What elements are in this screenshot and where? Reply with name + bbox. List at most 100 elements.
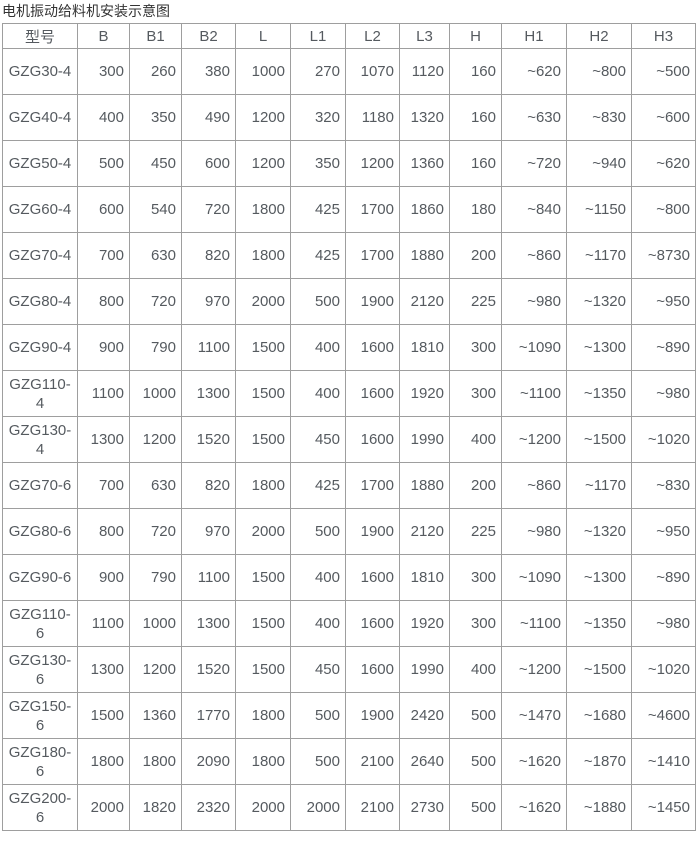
value-cell: 400 bbox=[77, 94, 130, 141]
value-cell: 1600 bbox=[345, 554, 400, 601]
value-cell: 1990 bbox=[399, 416, 450, 463]
column-header: H1 bbox=[501, 23, 567, 49]
value-cell: ~1410 bbox=[631, 738, 696, 785]
value-cell: ~860 bbox=[501, 462, 567, 509]
table-row: GZG90-4 900 790 1100 1500 400 1600 1810 300 ~1090… bbox=[2, 324, 696, 371]
value-cell: ~1500 bbox=[566, 416, 632, 463]
column-header: L2 bbox=[345, 23, 400, 49]
value-cell: 1100 bbox=[181, 554, 236, 601]
value-cell: ~1500 bbox=[566, 646, 632, 693]
header-row: 型号 B B1 B2 L L1 L2 L3 H H1 H2 H3 bbox=[2, 23, 696, 49]
value-cell: 1800 bbox=[235, 186, 291, 233]
value-cell: ~830 bbox=[631, 462, 696, 509]
model-cell: GZG70-6 bbox=[2, 462, 78, 509]
value-cell: 1880 bbox=[399, 462, 450, 509]
value-cell: 1500 bbox=[235, 370, 291, 417]
value-cell: ~1350 bbox=[566, 370, 632, 417]
table-row: GZG150-6 1500 1360 1770 1800 500 1900 2420 500 ~1… bbox=[2, 692, 696, 739]
value-cell: 160 bbox=[449, 94, 502, 141]
value-cell: 400 bbox=[290, 370, 346, 417]
value-cell: ~1200 bbox=[501, 416, 567, 463]
value-cell: 1300 bbox=[181, 600, 236, 647]
value-cell: 2420 bbox=[399, 692, 450, 739]
value-cell: 2640 bbox=[399, 738, 450, 785]
table-row: GZG130-4 1300 1200 1520 1500 450 1600 1990 400 ~1… bbox=[2, 416, 696, 463]
value-cell: 1200 bbox=[235, 94, 291, 141]
value-cell: 1000 bbox=[129, 370, 182, 417]
table-row: GZG40-4 400 350 490 1200 320 1180 1320 160 ~630 ~8… bbox=[2, 94, 696, 141]
value-cell: ~8730 bbox=[631, 232, 696, 279]
value-cell: 450 bbox=[129, 140, 182, 187]
value-cell: 630 bbox=[129, 462, 182, 509]
value-cell: ~1470 bbox=[501, 692, 567, 739]
value-cell: 1500 bbox=[235, 646, 291, 693]
value-cell: 1920 bbox=[399, 600, 450, 647]
model-cell: GZG130-6 bbox=[2, 646, 78, 693]
value-cell: 400 bbox=[290, 600, 346, 647]
value-cell: 225 bbox=[449, 278, 502, 325]
value-cell: 1360 bbox=[399, 140, 450, 187]
value-cell: 500 bbox=[290, 508, 346, 555]
value-cell: 1000 bbox=[129, 600, 182, 647]
model-cell: GZG200-6 bbox=[2, 784, 78, 831]
value-cell: 1900 bbox=[345, 278, 400, 325]
value-cell: ~830 bbox=[566, 94, 632, 141]
value-cell: 1800 bbox=[235, 232, 291, 279]
value-cell: ~1870 bbox=[566, 738, 632, 785]
value-cell: 400 bbox=[290, 554, 346, 601]
value-cell: 2120 bbox=[399, 278, 450, 325]
table-row: GZG90-6 900 790 1100 1500 400 1600 1810 300 ~1090… bbox=[2, 554, 696, 601]
value-cell: ~1020 bbox=[631, 646, 696, 693]
model-cell: GZG110-4 bbox=[2, 370, 78, 417]
value-cell: 1600 bbox=[345, 600, 400, 647]
value-cell: ~800 bbox=[566, 48, 632, 95]
model-cell: GZG80-4 bbox=[2, 278, 78, 325]
value-cell: 1500 bbox=[77, 692, 130, 739]
value-cell: 1770 bbox=[181, 692, 236, 739]
value-cell: 790 bbox=[129, 324, 182, 371]
value-cell: ~860 bbox=[501, 232, 567, 279]
value-cell: 1800 bbox=[235, 462, 291, 509]
value-cell: 350 bbox=[290, 140, 346, 187]
value-cell: 450 bbox=[290, 646, 346, 693]
value-cell: ~620 bbox=[631, 140, 696, 187]
value-cell: 900 bbox=[77, 324, 130, 371]
value-cell: 2120 bbox=[399, 508, 450, 555]
value-cell: 160 bbox=[449, 48, 502, 95]
value-cell: ~800 bbox=[631, 186, 696, 233]
value-cell: 2320 bbox=[181, 784, 236, 831]
value-cell: 1100 bbox=[77, 600, 130, 647]
value-cell: 1300 bbox=[77, 646, 130, 693]
value-cell: 300 bbox=[77, 48, 130, 95]
value-cell: ~840 bbox=[501, 186, 567, 233]
value-cell: ~940 bbox=[566, 140, 632, 187]
table-row: GZG60-4 600 540 720 1800 425 1700 1860 180 ~840 ~1… bbox=[2, 186, 696, 233]
table-row: GZG80-6 800 720 970 2000 500 1900 2120 225 ~980 ~1… bbox=[2, 508, 696, 555]
value-cell: 450 bbox=[290, 416, 346, 463]
model-cell: GZG80-6 bbox=[2, 508, 78, 555]
value-cell: 900 bbox=[77, 554, 130, 601]
value-cell: 400 bbox=[449, 646, 502, 693]
value-cell: 500 bbox=[77, 140, 130, 187]
value-cell: 300 bbox=[449, 554, 502, 601]
value-cell: 1800 bbox=[129, 738, 182, 785]
value-cell: 1200 bbox=[129, 416, 182, 463]
value-cell: ~1100 bbox=[501, 370, 567, 417]
value-cell: 350 bbox=[129, 94, 182, 141]
model-cell: GZG70-4 bbox=[2, 232, 78, 279]
model-cell: GZG50-4 bbox=[2, 140, 78, 187]
value-cell: 425 bbox=[290, 232, 346, 279]
value-cell: 500 bbox=[290, 278, 346, 325]
value-cell: ~890 bbox=[631, 324, 696, 371]
value-cell: 720 bbox=[181, 186, 236, 233]
column-header: L3 bbox=[399, 23, 450, 49]
value-cell: 1600 bbox=[345, 416, 400, 463]
value-cell: ~1300 bbox=[566, 554, 632, 601]
table-row: GZG110-4 1100 1000 1300 1500 400 1600 1920 300 ~1… bbox=[2, 370, 696, 417]
value-cell: ~890 bbox=[631, 554, 696, 601]
value-cell: ~980 bbox=[631, 600, 696, 647]
value-cell: ~1150 bbox=[566, 186, 632, 233]
value-cell: 180 bbox=[449, 186, 502, 233]
column-header: L bbox=[235, 23, 291, 49]
value-cell: 820 bbox=[181, 462, 236, 509]
